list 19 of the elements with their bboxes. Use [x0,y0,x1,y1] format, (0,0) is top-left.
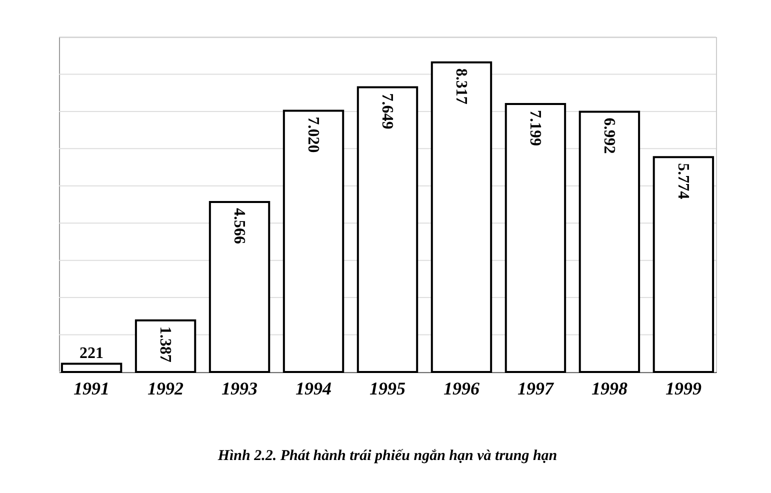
x-tick-label: 1995 [370,378,406,398]
data-label: 7.020 [304,116,322,153]
text: Hình 2.2. Phát hành trái phiếu ngắn hạn và trung hạn [216,448,558,464]
data-label: 7.199 [526,110,544,146]
x-tick-label: 1996 [443,378,480,398]
data-label: 4.566 [230,208,248,244]
x-tick-label: 1992 [148,378,184,398]
x-tick-label: 1993 [222,378,258,398]
x-tick-label: 1999 [665,378,702,398]
data-label: 221 [80,344,104,362]
data-label: 6.992 [600,118,618,154]
data-label: 7.649 [378,93,396,130]
data-label: 5.774 [674,163,692,200]
data-label: 8.317 [452,68,470,104]
x-tick-label: 1994 [296,378,332,398]
x-tick-label: 1991 [74,378,110,398]
x-tick-label: 1998 [591,378,628,398]
data-label: 1.387 [156,326,174,362]
x-tick-label: 1997 [517,378,554,398]
